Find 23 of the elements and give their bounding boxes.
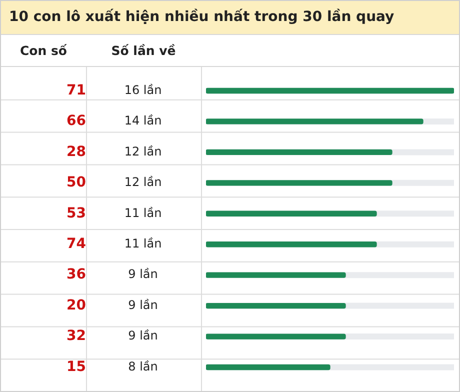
chart-title: 10 con lô xuất hiện nhiều nhất trong 30 lần quay [1, 1, 459, 35]
data-label: 16 lần [124, 82, 162, 97]
y-axis-title: Con số [18, 42, 68, 60]
data-label: 9 lần [128, 298, 158, 312]
y-tick-label: 15 [66, 358, 86, 375]
y-tick-label: 66 [66, 113, 86, 130]
data-label: 8 lần [128, 359, 158, 374]
y-tick-label: 32 [66, 328, 86, 344]
y-tick-label: 50 [66, 174, 86, 191]
y-tick-label: 20 [66, 297, 86, 314]
y-tick-label: 71 [66, 82, 86, 98]
data-label: 12 lần [124, 144, 162, 158]
y-tick-label: 74 [66, 236, 86, 252]
y-tick-label: 53 [66, 205, 86, 222]
data-label: 9 lần [128, 267, 158, 282]
y-tick-label: 28 [66, 144, 86, 160]
data-label: 11 lần [124, 206, 162, 220]
data-label: 12 lần [124, 175, 162, 190]
data-label: 14 lần [124, 114, 162, 128]
y-tick-label: 36 [66, 266, 86, 283]
x-axis-title: Số lần về [110, 42, 177, 60]
data-label: 11 lần [124, 236, 162, 250]
data-label: 9 lần [128, 328, 158, 343]
